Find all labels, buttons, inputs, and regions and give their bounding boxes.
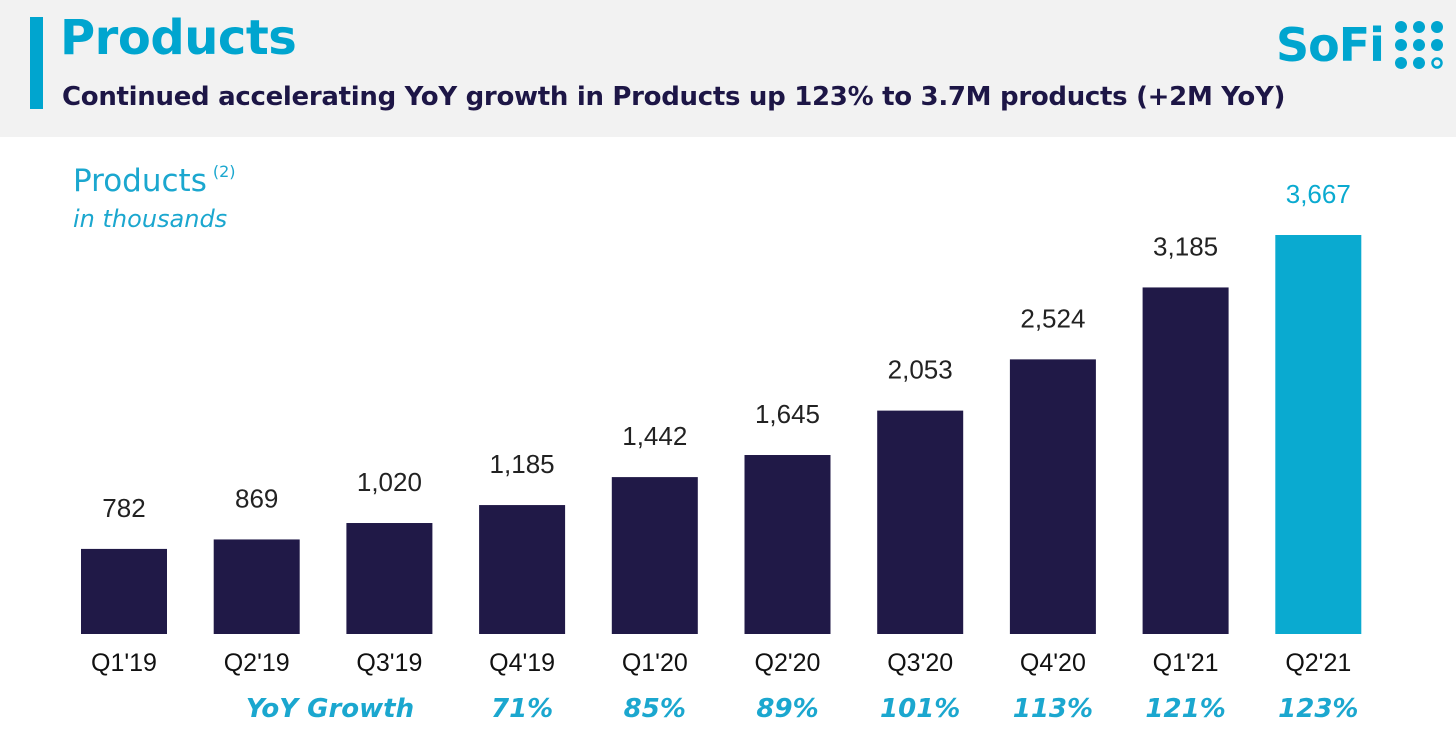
sofi-logo-text: SoFi	[1276, 18, 1385, 72]
yoy-growth-value: 123%	[1278, 694, 1359, 724]
bar-Q1'20	[611, 477, 698, 634]
sofi-logo-dots-icon	[1395, 21, 1443, 69]
x-tick-label: Q2'20	[755, 649, 821, 677]
x-tick-label: Q2'21	[1285, 649, 1351, 677]
yoy-growth-value: 71%	[490, 694, 554, 724]
chart-title: Products (2)	[73, 163, 236, 199]
value-label: 782	[102, 493, 145, 523]
bar-Q3'20	[877, 410, 964, 634]
yoy-growth-value: 113%	[1012, 694, 1094, 724]
chart-title-text: Products	[73, 163, 207, 199]
x-tick-label: Q1'20	[622, 649, 688, 677]
header-band: Products Continued accelerating YoY grow…	[0, 0, 1456, 137]
x-tick-label: Q3'20	[887, 649, 953, 677]
value-label: 2,524	[1020, 303, 1085, 333]
value-label: 3,667	[1286, 179, 1351, 209]
x-tick-label: Q4'19	[489, 649, 555, 677]
title-accent-bar	[30, 17, 43, 109]
bar-Q4'19	[479, 505, 566, 634]
page-title: Products	[60, 10, 297, 66]
bar-Q1'19	[81, 548, 167, 634]
x-tick-label: Q4'20	[1020, 649, 1086, 677]
bar-Q2'20	[744, 455, 831, 634]
bar-Q4'20	[1009, 359, 1096, 634]
x-tick-label: Q2'19	[224, 649, 290, 677]
x-tick-label: Q1'21	[1153, 649, 1219, 677]
chart-unit-label: in thousands	[73, 205, 228, 233]
value-label: 3,185	[1153, 231, 1218, 261]
yoy-growth-label: YoY Growth	[245, 694, 415, 724]
yoy-growth-value: 89%	[756, 694, 819, 724]
bar-Q1'21	[1142, 287, 1229, 634]
yoy-growth-value: 121%	[1145, 694, 1226, 724]
sofi-logo: SoFi	[1276, 18, 1446, 72]
value-label: 1,020	[357, 467, 422, 497]
value-label: 1,185	[490, 449, 555, 479]
bar-Q3'19	[346, 523, 433, 634]
bar-Q2'21	[1275, 235, 1362, 634]
bar-Q2'19	[213, 539, 300, 634]
value-label: 869	[235, 483, 278, 513]
value-label: 1,442	[622, 421, 687, 451]
page-subtitle: Continued accelerating YoY growth in Pro…	[62, 82, 1286, 112]
yoy-growth-value: 85%	[623, 694, 686, 724]
x-tick-label: Q1'19	[91, 649, 157, 677]
value-label: 1,645	[755, 399, 820, 429]
value-label: 2,053	[888, 355, 953, 385]
yoy-growth-value: 101%	[880, 694, 961, 724]
chart-title-footnote: (2)	[212, 162, 236, 181]
x-tick-label: Q3'19	[356, 649, 422, 677]
